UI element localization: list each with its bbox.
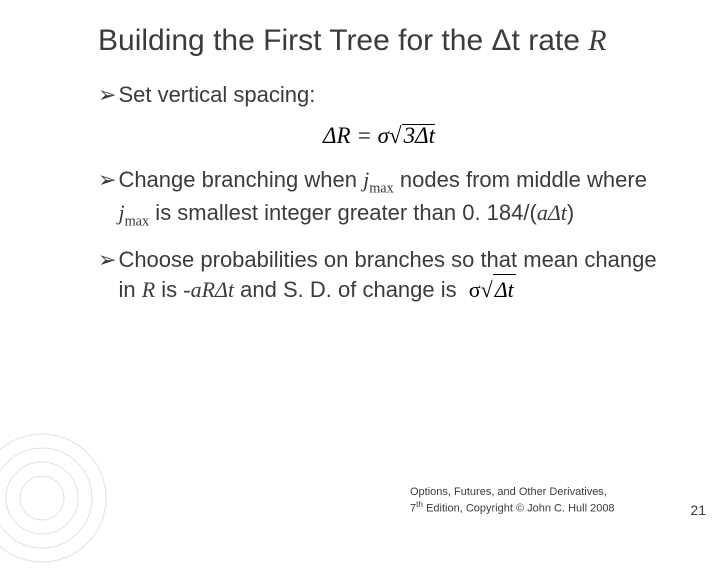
formula-row: ΔR = σ√3Δt [98,123,660,149]
bullet-line: ➢ Choose probabilities on branches so th… [98,245,660,304]
decor-circles-icon [0,428,112,568]
slide-title: Building the First Tree for the Δt rate … [98,22,660,60]
bullet-1: ➢ Set vertical spacing: [98,80,660,109]
slide: Building the First Tree for the Δt rate … [0,0,720,540]
bullet-icon: ➢ [98,165,116,194]
title-text: Building the First Tree for the Δt rate [98,24,588,57]
bullet-line: ➢ Set vertical spacing: [98,80,660,109]
formula-sqrt-inner: 3Δt [404,123,435,148]
bullet-2: ➢ Change branching when jmax nodes from … [98,165,660,232]
bullet-icon: ➢ [98,80,116,109]
bullet-3: ➢ Choose probabilities on branches so th… [98,245,660,304]
footer-citation: Options, Futures, and Other Derivatives,… [410,486,650,516]
bullet-icon: ➢ [98,245,116,274]
bullet-line: ➢ Change branching when jmax nodes from … [98,165,660,232]
title-italic-r: R [588,24,606,57]
bullet-2-text: Change branching when jmax nodes from mi… [118,165,660,232]
bullet-1-text: Set vertical spacing: [118,80,660,109]
page-number: 21 [690,502,706,518]
formula-delta-r: ΔR = σ√3Δt [323,123,435,149]
formula-prefix: ΔR = σ [323,123,389,148]
inline-sd-formula: σ√Δt [469,274,516,304]
footer-line1: Options, Futures, and Other Derivatives, [410,486,607,498]
bullet-3-text: Choose probabilities on branches so that… [118,245,660,304]
